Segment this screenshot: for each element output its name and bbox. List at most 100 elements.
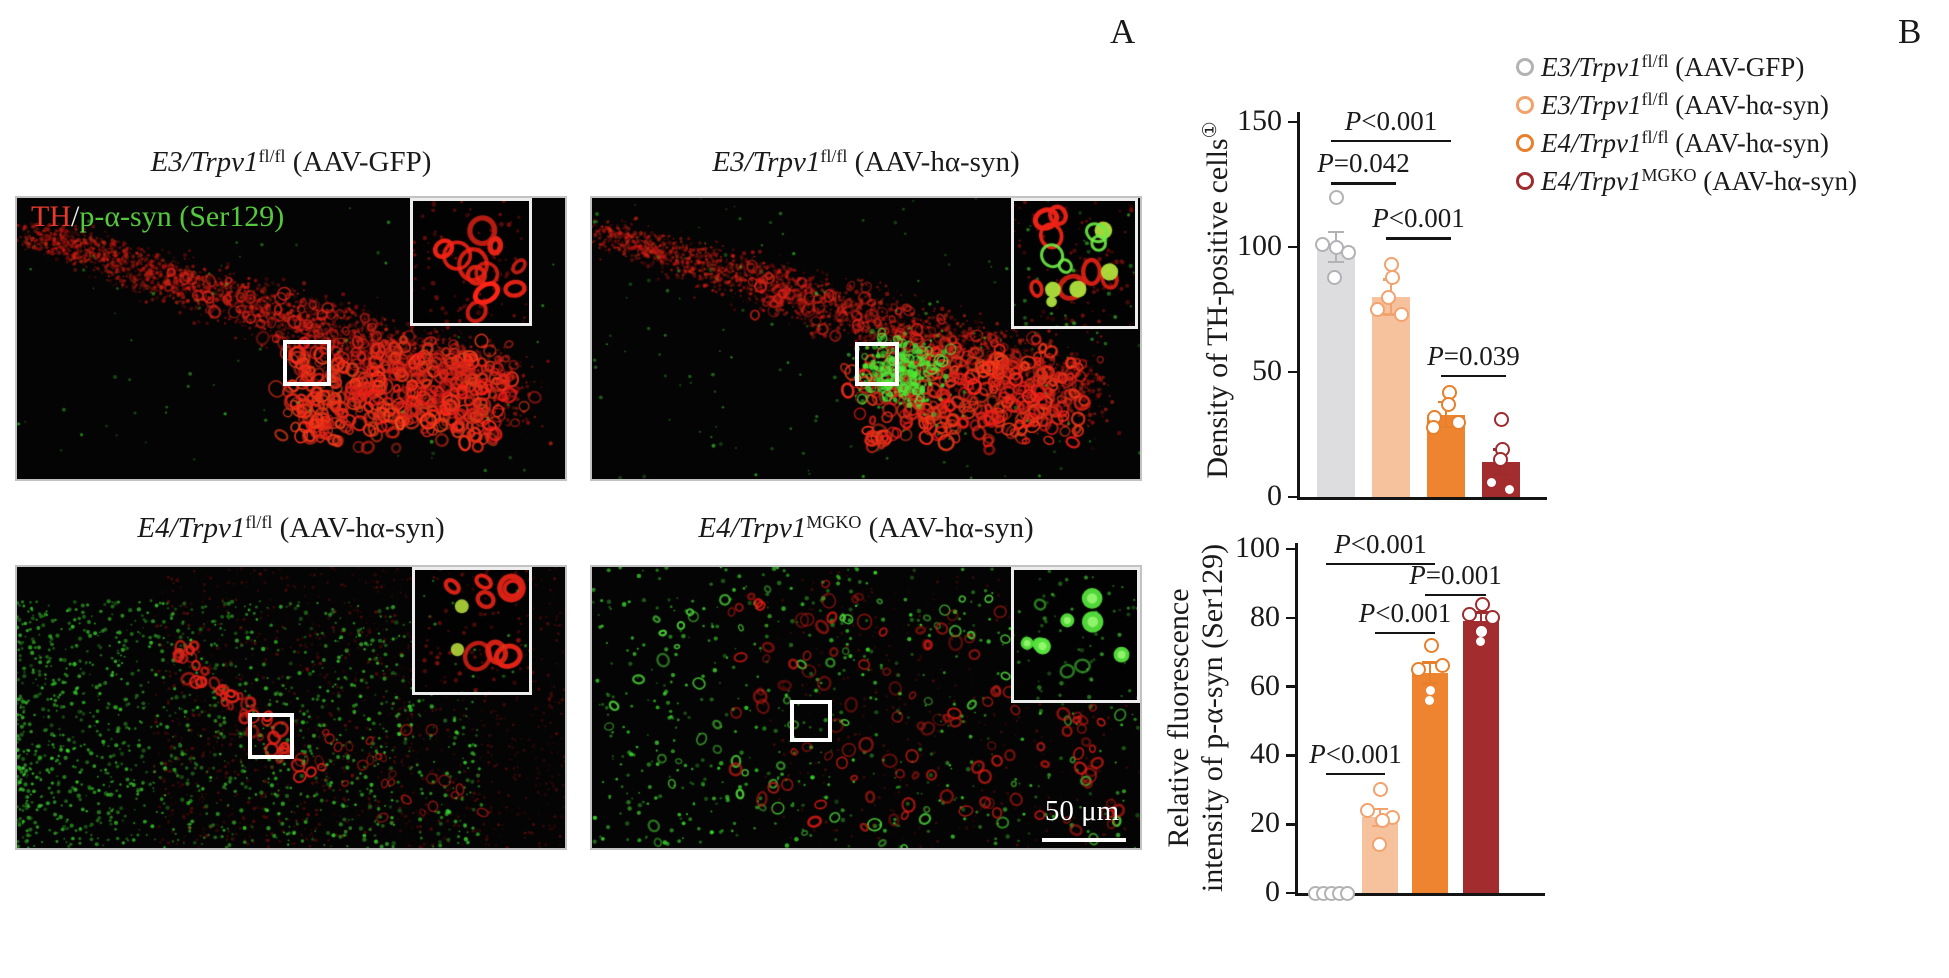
x-axis xyxy=(1295,893,1545,896)
micrograph-e4-mgko-hasyn: 50 μm xyxy=(590,565,1142,850)
panel-a-label: A xyxy=(1110,12,1136,51)
vector-name: (AAV-hα-syn) xyxy=(847,146,1020,178)
p-italic: P xyxy=(1344,105,1362,136)
vector-name: (AAV-hα-syn) xyxy=(272,512,445,544)
data-point xyxy=(1475,637,1485,647)
significance-label: P=0.001 xyxy=(1409,559,1502,590)
y-tick-label: 40 xyxy=(1250,737,1280,771)
data-point xyxy=(1484,610,1500,626)
error-bar-cap xyxy=(1473,611,1489,615)
region-marker-box xyxy=(248,713,294,759)
stain-psyn-label: p-α-syn (Ser129) xyxy=(79,200,285,233)
significance-line xyxy=(1326,562,1435,566)
bar xyxy=(1372,297,1410,497)
micrograph-e3-aav-hasyn xyxy=(590,196,1142,481)
fluorescence-image-canvas xyxy=(17,567,565,848)
genotype-superscript: fl/fl xyxy=(820,146,848,166)
legend-superscript: fl/fl xyxy=(1641,50,1669,71)
error-bar-cap xyxy=(1422,661,1438,664)
footnote-marker: ① xyxy=(1200,121,1221,139)
data-point xyxy=(1474,596,1490,612)
legend-vector: (AAV-hα-syn) xyxy=(1668,127,1829,158)
genotype-name: E3/Trpv1 xyxy=(712,146,821,178)
data-point xyxy=(1339,885,1355,901)
significance-label: P<0.001 xyxy=(1309,738,1402,769)
y-tick-label: 60 xyxy=(1250,668,1280,702)
stain-slash: / xyxy=(71,200,80,233)
genotype-superscript: MGKO xyxy=(806,512,862,532)
legend-genotype: E4/Trpv1 xyxy=(1541,127,1642,158)
error-bar-cap xyxy=(1328,260,1344,264)
legend-genotype: E4/Trpv1 xyxy=(1541,165,1642,196)
y-axis xyxy=(1295,543,1298,896)
y-tick-label: 0 xyxy=(1265,875,1280,908)
data-point xyxy=(1359,802,1375,818)
p-italic: P xyxy=(1427,340,1444,371)
error-bar-cap xyxy=(1383,313,1399,316)
legend-marker-circle xyxy=(1516,134,1534,152)
y-axis xyxy=(1297,112,1300,500)
data-point xyxy=(1410,661,1426,677)
micrograph-e4-aav-hasyn xyxy=(15,565,567,850)
inset-zoom-box xyxy=(1011,198,1138,329)
vector-name: (AAV-hα-syn) xyxy=(861,512,1034,544)
legend-genotype: E3/Trpv1 xyxy=(1541,89,1642,120)
stain-label: TH/p-α-syn (Ser129) xyxy=(31,200,284,234)
data-point xyxy=(1425,685,1435,695)
data-point xyxy=(1328,189,1344,205)
data-point xyxy=(1461,606,1477,622)
p-italic: P xyxy=(1358,597,1376,628)
significance-line xyxy=(1386,237,1451,240)
significance-label: P<0.001 xyxy=(1334,528,1427,559)
bar xyxy=(1463,621,1499,893)
bar-charts: 0 50 100 150 Density of TH-positive cells① P<… xyxy=(1162,104,1547,908)
y-tick xyxy=(1286,616,1296,620)
data-point xyxy=(1450,414,1466,430)
panel-b-label: B xyxy=(1898,12,1922,51)
p-italic: P xyxy=(1334,528,1351,559)
error-bar-cap xyxy=(1328,230,1344,234)
inset-zoom-box xyxy=(412,567,532,695)
error-bar xyxy=(1428,662,1432,684)
bar xyxy=(1362,817,1398,893)
legend-genotype: E3/Trpv1 xyxy=(1541,51,1642,82)
p-italic: P xyxy=(1409,559,1426,590)
micrograph-title-e4-hasyn: E4/Trpv1fl/fl (AAV-hα-syn) xyxy=(15,512,567,545)
y-tick xyxy=(1288,120,1298,124)
legend: E3/Trpv1fl/fl (AAV-GFP) E3/Trpv1fl/fl (A… xyxy=(1516,48,1857,200)
significance-label: P=0.039 xyxy=(1427,340,1520,371)
significance-label: P<0.001 xyxy=(1344,105,1438,136)
y-tick xyxy=(1286,754,1296,757)
p-italic: P xyxy=(1372,203,1389,233)
legend-vector: (AAV-hα-syn) xyxy=(1696,165,1857,196)
data-point xyxy=(1314,237,1330,252)
error-bar-cap xyxy=(1438,425,1454,429)
data-point xyxy=(1440,397,1456,412)
data-point xyxy=(1486,477,1496,487)
y-tick-label: 100 xyxy=(1237,229,1282,262)
inset-zoom-box xyxy=(410,198,532,326)
significance-line xyxy=(1425,593,1486,597)
scale-bar xyxy=(1042,838,1126,842)
fluorescence-image-canvas xyxy=(592,567,1140,848)
data-point xyxy=(1493,412,1509,427)
region-marker-box xyxy=(790,700,832,742)
error-bar-cap xyxy=(1372,807,1388,811)
genotype-name: E4/Trpv1 xyxy=(137,512,246,544)
bar xyxy=(1412,672,1448,893)
data-point xyxy=(1384,269,1400,285)
significance-line xyxy=(1331,182,1396,185)
legend-item: E3/Trpv1fl/fl (AAV-hα-syn) xyxy=(1516,86,1857,124)
vector-name: (AAV-GFP) xyxy=(285,146,432,178)
significance-line xyxy=(1331,139,1451,143)
data-point xyxy=(1425,419,1441,435)
p-italic: P xyxy=(1309,738,1326,769)
data-point xyxy=(1371,837,1387,853)
data-point xyxy=(1504,485,1514,494)
data-point xyxy=(1434,658,1450,674)
y-tick xyxy=(1288,495,1298,499)
y-tick xyxy=(1286,685,1296,688)
data-point xyxy=(1340,244,1356,260)
legend-item-label: E4/Trpv1fl/fl (AAV-hα-syn) xyxy=(1541,128,1829,159)
legend-marker-circle xyxy=(1516,172,1534,190)
